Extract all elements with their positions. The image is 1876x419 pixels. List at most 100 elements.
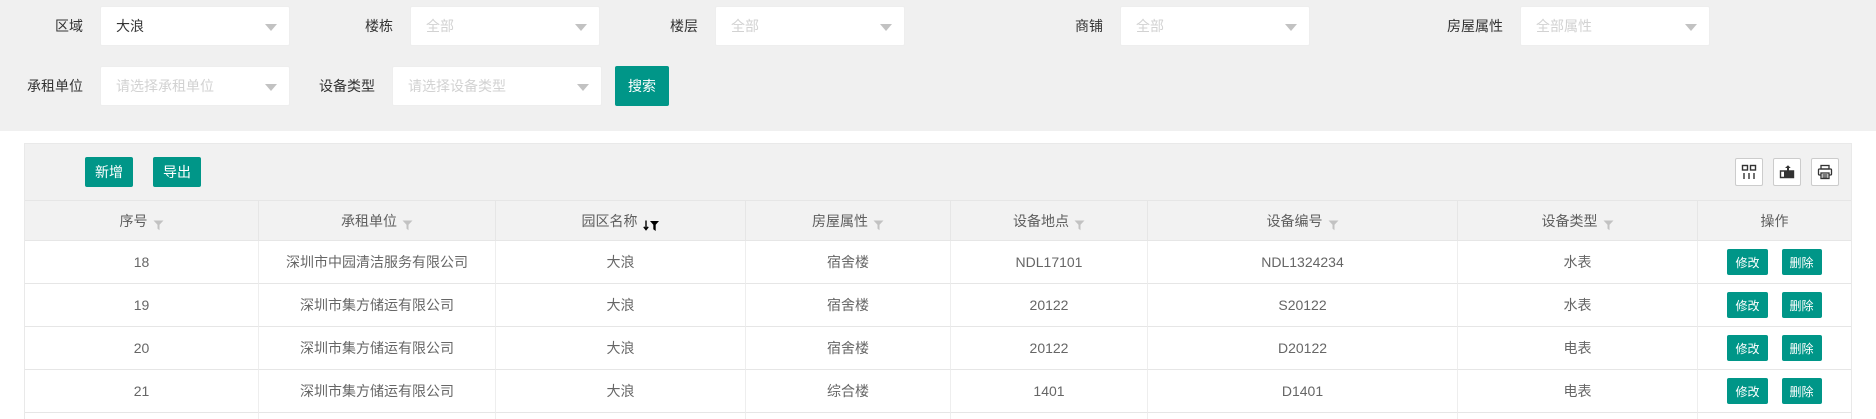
filter-shop-label: 商铺: [1075, 18, 1103, 34]
cell-seq: 18: [25, 241, 259, 284]
filter-shop: 商铺 全部: [1010, 6, 1310, 46]
col-header-tenant[interactable]: 承租单位: [259, 201, 496, 241]
col-header-park[interactable]: 园区名称: [496, 201, 746, 241]
filter-tenant: 承租单位 请选择承租单位: [0, 66, 290, 106]
filter-funnel-icon[interactable]: [1603, 220, 1614, 231]
add-button[interactable]: 新增: [85, 157, 133, 187]
chevron-down-icon: [265, 84, 277, 91]
cell-actions: 修改 删除: [1698, 284, 1851, 327]
filter-funnel-icon[interactable]: [873, 220, 884, 231]
cell-property: 宿舍楼: [746, 284, 951, 327]
cell-type: 水表: [1458, 284, 1698, 327]
delete-button[interactable]: 删除: [1781, 292, 1822, 318]
chevron-down-icon: [577, 84, 589, 91]
cell-code: NDL1324234: [1148, 241, 1458, 284]
filter-device-type: 设备类型 请选择设备类型: [282, 66, 602, 106]
cell-location: NDL17101: [951, 241, 1148, 284]
cell-seq: 20: [25, 327, 259, 370]
cell-location: 1401: [951, 370, 1148, 413]
cell-seq: 19: [25, 284, 259, 327]
export-button[interactable]: 导出: [153, 157, 201, 187]
cell-tenant: 深圳市集方储运有限公司: [259, 370, 496, 413]
edit-button[interactable]: 修改: [1727, 292, 1768, 318]
cell-code: D20122: [1148, 327, 1458, 370]
filter-funnel-icon[interactable]: [153, 220, 164, 231]
chevron-down-icon: [1285, 24, 1297, 31]
edit-button[interactable]: 修改: [1727, 335, 1768, 361]
col-header-seq[interactable]: 序号: [25, 201, 259, 241]
cell-actions: 修改 删除: [1698, 370, 1851, 413]
cell-property: 综合楼: [746, 370, 951, 413]
col-header-type[interactable]: 设备类型: [1458, 201, 1698, 241]
filter-building-label: 楼栋: [365, 18, 393, 34]
region-select[interactable]: 大浪: [100, 6, 290, 46]
col-header-code[interactable]: 设备编号: [1148, 201, 1458, 241]
cell-code: D1401: [1148, 370, 1458, 413]
table-row: 21 深圳市集方储运有限公司 大浪 综合楼 1401 D1401 电表 修改 删…: [25, 370, 1851, 413]
table-toolbar: 新增 导出: [25, 144, 1851, 200]
print-icon[interactable]: [1811, 158, 1839, 186]
building-select[interactable]: 全部: [410, 6, 600, 46]
cell-tenant: 深圳市集方储运有限公司: [259, 284, 496, 327]
chevron-down-icon: [265, 24, 277, 31]
edit-button[interactable]: 修改: [1727, 378, 1768, 404]
table-header: 序号 承租单位 园区名称 房屋属性: [25, 201, 1851, 241]
table-panel: 新增 导出: [24, 143, 1852, 419]
filter-funnel-icon[interactable]: [1328, 220, 1339, 231]
cell-seq: 21: [25, 370, 259, 413]
cell-type: 电表: [1458, 370, 1698, 413]
sort-filter-active-icon[interactable]: [642, 220, 660, 232]
columns-filter-icon[interactable]: [1735, 158, 1763, 186]
chevron-down-icon: [1685, 24, 1697, 31]
filter-building: 楼栋 全部: [300, 6, 600, 46]
filter-device-type-label: 设备类型: [319, 78, 375, 94]
delete-button[interactable]: 删除: [1781, 249, 1822, 275]
cell-actions: 修改 删除: [1698, 327, 1851, 370]
filter-region: 区域 大浪: [0, 6, 290, 46]
delete-button[interactable]: 删除: [1781, 378, 1822, 404]
cell-park: 大浪: [496, 327, 746, 370]
filter-funnel-icon[interactable]: [402, 220, 413, 231]
tenant-select[interactable]: 请选择承租单位: [100, 66, 290, 106]
content-section: 新增 导出: [0, 131, 1876, 419]
table-row-partial: [25, 413, 1851, 419]
col-header-location[interactable]: 设备地点: [951, 201, 1148, 241]
cell-type: 电表: [1458, 327, 1698, 370]
filter-funnel-icon[interactable]: [1074, 220, 1085, 231]
filter-floor-label: 楼层: [670, 18, 698, 34]
table-row: 18 深圳市中园清洁服务有限公司 大浪 宿舍楼 NDL17101 NDL1324…: [25, 241, 1851, 284]
floor-select[interactable]: 全部: [715, 6, 905, 46]
cell-park: 大浪: [496, 370, 746, 413]
filter-region-label: 区域: [55, 18, 83, 34]
cell-type: 水表: [1458, 241, 1698, 284]
filter-floor: 楼层 全部: [605, 6, 905, 46]
col-header-actions: 操作: [1698, 201, 1851, 241]
cell-property: 宿舍楼: [746, 327, 951, 370]
col-header-property[interactable]: 房屋属性: [746, 201, 951, 241]
delete-button[interactable]: 删除: [1781, 335, 1822, 361]
cell-location: 20122: [951, 284, 1148, 327]
table-row: 20 深圳市集方储运有限公司 大浪 宿舍楼 20122 D20122 电表 修改…: [25, 327, 1851, 370]
export-icon[interactable]: [1773, 158, 1801, 186]
property-select[interactable]: 全部属性: [1520, 6, 1710, 46]
chevron-down-icon: [880, 24, 892, 31]
shop-select[interactable]: 全部: [1120, 6, 1310, 46]
cell-actions: 修改 删除: [1698, 241, 1851, 284]
cell-park: 大浪: [496, 284, 746, 327]
cell-park: 大浪: [496, 241, 746, 284]
cell-property: 宿舍楼: [746, 241, 951, 284]
data-table: 序号 承租单位 园区名称 房屋属性: [25, 200, 1851, 419]
filter-tenant-label: 承租单位: [27, 78, 83, 94]
cell-tenant: 深圳市集方储运有限公司: [259, 327, 496, 370]
filter-section: 区域 大浪 楼栋 全部 楼层 全部 商铺 全部: [0, 0, 1876, 131]
device-type-select[interactable]: 请选择设备类型: [392, 66, 602, 106]
table-row: 19 深圳市集方储运有限公司 大浪 宿舍楼 20122 S20122 水表 修改…: [25, 284, 1851, 327]
chevron-down-icon: [575, 24, 587, 31]
edit-button[interactable]: 修改: [1727, 249, 1768, 275]
cell-location: 20122: [951, 327, 1148, 370]
cell-tenant: 深圳市中园清洁服务有限公司: [259, 241, 496, 284]
search-button[interactable]: 搜索: [615, 66, 669, 106]
filter-property: 房屋属性 全部属性: [1410, 6, 1710, 46]
cell-code: S20122: [1148, 284, 1458, 327]
filter-property-label: 房屋属性: [1447, 18, 1503, 34]
